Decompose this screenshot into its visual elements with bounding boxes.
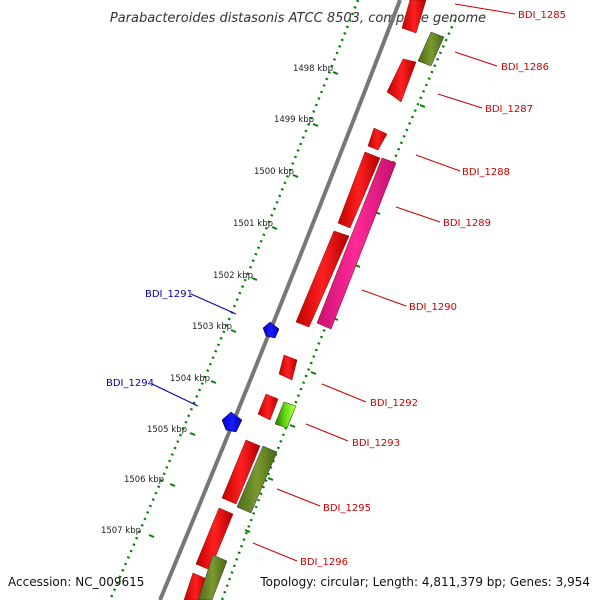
gene-bdi-1291[interactable] — [262, 321, 280, 339]
tick-1501 — [271, 226, 278, 230]
leader-line — [151, 383, 199, 407]
kbp-label: 1503 kbp — [192, 322, 232, 332]
tick-1499 — [312, 123, 319, 127]
gene-features — [183, 0, 445, 600]
leader-lines-left — [151, 293, 237, 407]
gene-bdi-1295a[interactable] — [221, 439, 261, 505]
genome-backbone — [158, 0, 402, 600]
tick-1503 — [230, 329, 237, 333]
inner-tick — [289, 424, 296, 428]
tick-1502 — [251, 277, 258, 281]
gene-bdi-1288a[interactable] — [367, 127, 388, 151]
accession-text: Accession: NC_009615 — [8, 575, 144, 589]
tick-1498 — [332, 71, 339, 75]
kbp-label: 1504 kbp — [170, 374, 210, 384]
gene-bdi-1292[interactable] — [278, 354, 298, 381]
kbp-tick-marks — [148, 71, 339, 538]
gene-bdi-1293[interactable] — [274, 401, 297, 429]
gene-bdi-1295[interactable] — [236, 445, 278, 514]
leader-line — [361, 289, 407, 307]
gene-label: BDI_1286 — [501, 62, 549, 73]
gene-bdi-1290a[interactable] — [295, 230, 350, 328]
leader-line — [321, 383, 367, 403]
gene-bdi-1296[interactable] — [197, 554, 228, 600]
tick-1506 — [169, 483, 176, 487]
gene-label: BDI_1289 — [443, 218, 491, 229]
gene-label: BDI_1294 — [106, 378, 154, 389]
topology-text: Topology: circular; Length: 4,811,379 bp… — [259, 575, 590, 589]
gene-bdi-1294[interactable] — [221, 411, 243, 433]
gene-bdi-1293a[interactable] — [257, 393, 279, 421]
gene-bdi-1285[interactable] — [401, 0, 427, 34]
map-title: Parabacteroides distasonis ATCC 8503, co… — [110, 11, 486, 26]
kbp-label: 1502 kbp — [213, 271, 253, 281]
kbp-label: 1499 kbp — [274, 115, 314, 125]
gene-bdi-1288[interactable] — [337, 151, 381, 229]
inner-tick — [244, 529, 251, 533]
kbp-label: 1506 kbp — [124, 475, 164, 485]
leader-line — [190, 293, 237, 315]
tick-1504 — [210, 380, 217, 384]
kbp-label: 1505 kbp — [147, 425, 187, 435]
leader-line — [395, 206, 441, 223]
inner-tick — [267, 477, 274, 481]
gene-label: BDI_1293 — [352, 438, 400, 449]
gene-label: BDI_1290 — [409, 302, 457, 313]
leader-lines-right — [252, 3, 516, 562]
kbp-label: 1501 kbp — [233, 219, 273, 229]
gene-label: BDI_1295 — [323, 503, 371, 514]
gene-label: BDI_1291 — [145, 289, 193, 300]
kbp-label: 1498 kbp — [293, 64, 333, 74]
leader-line — [454, 51, 498, 67]
gene-label: BDI_1288 — [462, 167, 510, 178]
inner-tick — [310, 371, 317, 375]
leader-line — [276, 488, 321, 507]
leader-line — [437, 93, 483, 109]
gene-label: BDI_1287 — [485, 104, 533, 115]
gene-bdi-1287[interactable] — [386, 58, 417, 103]
outer-tick-track — [108, 0, 360, 600]
leader-line — [454, 3, 516, 15]
leader-line — [305, 423, 349, 442]
gene-bdi-1286[interactable] — [417, 31, 445, 67]
kbp-label: 1507 kbp — [101, 526, 141, 536]
leader-line — [252, 542, 298, 562]
tick-1500 — [292, 174, 299, 178]
tick-1505 — [189, 432, 196, 436]
gene-bdi-1297a[interactable] — [183, 572, 208, 600]
gene-bdi-1289[interactable] — [316, 157, 397, 330]
tick-1507 — [148, 534, 155, 538]
gene-label: BDI_1292 — [370, 398, 418, 409]
kbp-label: 1500 kbp — [254, 167, 294, 177]
leader-line — [415, 154, 461, 172]
gene-label: BDI_1285 — [518, 10, 566, 21]
gene-label: BDI_1296 — [300, 557, 348, 568]
inner-tick — [419, 104, 426, 108]
